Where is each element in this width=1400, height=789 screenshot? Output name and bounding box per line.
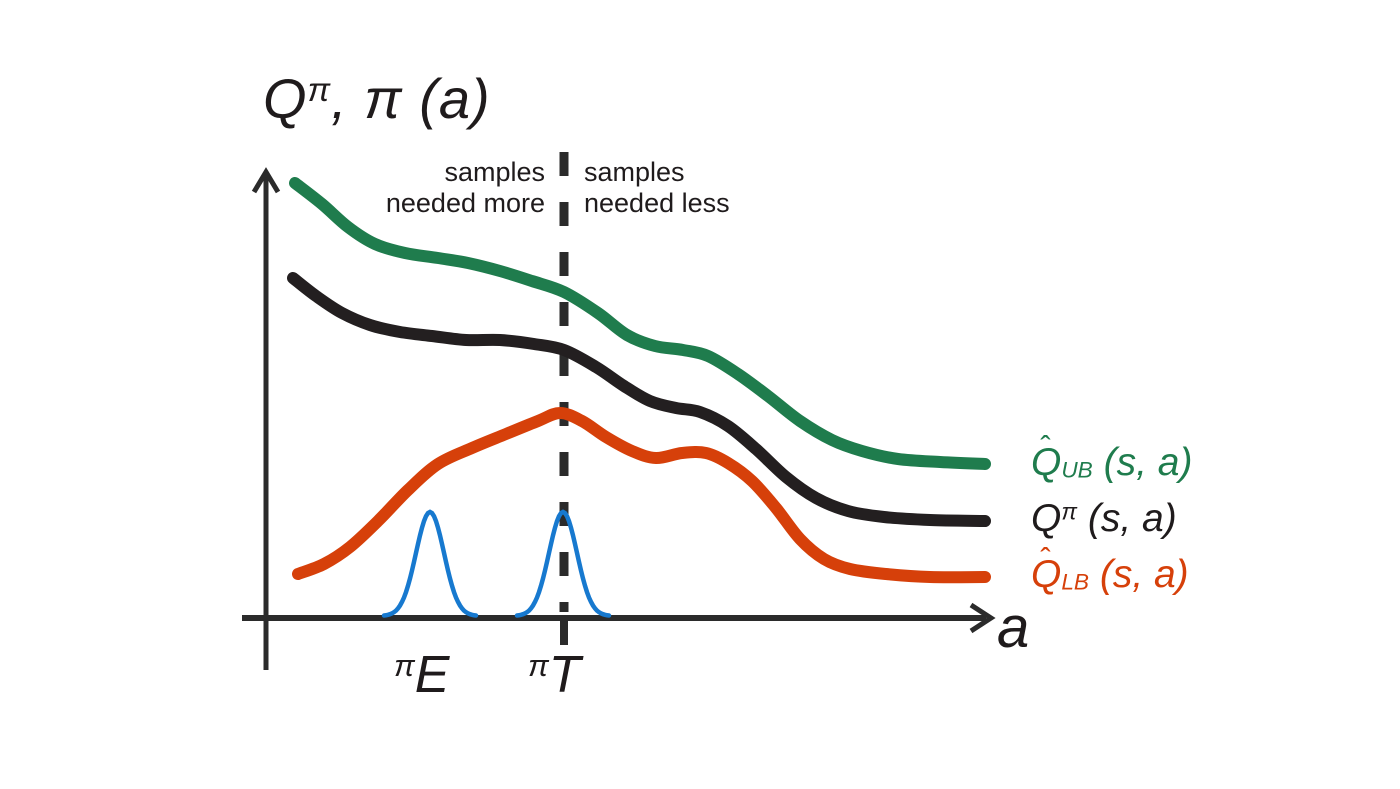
curve-q-lb xyxy=(292,407,991,584)
pi-prefix: π xyxy=(394,648,415,683)
legend-pi-superscript: π xyxy=(1061,498,1078,525)
title-pi-superscript: π xyxy=(307,72,332,110)
legend-args: (s, a) xyxy=(1077,497,1177,540)
y-axis-arrowhead xyxy=(251,167,281,194)
annotation-line: needed more xyxy=(385,188,545,218)
annotation-line: samples xyxy=(444,157,545,187)
q-symbol: Q xyxy=(1031,497,1062,540)
pi-prefix: π xyxy=(528,648,549,683)
title-q: Q xyxy=(263,67,308,130)
hat-accent: ˆ xyxy=(1040,542,1051,578)
tick-letter: E xyxy=(414,646,450,704)
annotation-line: samples xyxy=(584,157,685,187)
x-axis-arrowhead xyxy=(969,602,996,634)
legend-q-upper-bound: ˆ QUB (s, a) xyxy=(1031,430,1193,485)
tick-label-pi-e: πE xyxy=(394,645,449,705)
legend-subscript: UB xyxy=(1061,457,1093,483)
legend-subscript: LB xyxy=(1061,569,1089,595)
hat-accent: ˆ xyxy=(1040,430,1051,466)
title-rest: , π (a) xyxy=(331,67,491,130)
legend-args: (s, a) xyxy=(1092,441,1193,484)
x-axis-label: a xyxy=(997,595,1030,660)
legend-q-lower-bound: ˆ QLB (s, a) xyxy=(1031,542,1189,597)
tick-letter: T xyxy=(548,646,581,704)
policy-density-peak-pi-e xyxy=(381,509,479,618)
legend-args: (s, a) xyxy=(1089,553,1189,596)
curve-q-ub xyxy=(289,177,991,470)
tick-label-pi-t: πT xyxy=(528,645,581,705)
legend-q-true: Qπ (s, a) xyxy=(1031,497,1177,541)
curve-q-pi xyxy=(287,272,991,527)
y-axis-title: Qπ, π (a) xyxy=(263,66,491,131)
annotation-line: needed less xyxy=(584,188,730,218)
annotation-samples-needed-less: samples needed less xyxy=(584,157,730,219)
policy-density-peak-pi-t xyxy=(514,509,612,618)
annotation-samples-needed-more: samples needed more xyxy=(360,157,545,219)
